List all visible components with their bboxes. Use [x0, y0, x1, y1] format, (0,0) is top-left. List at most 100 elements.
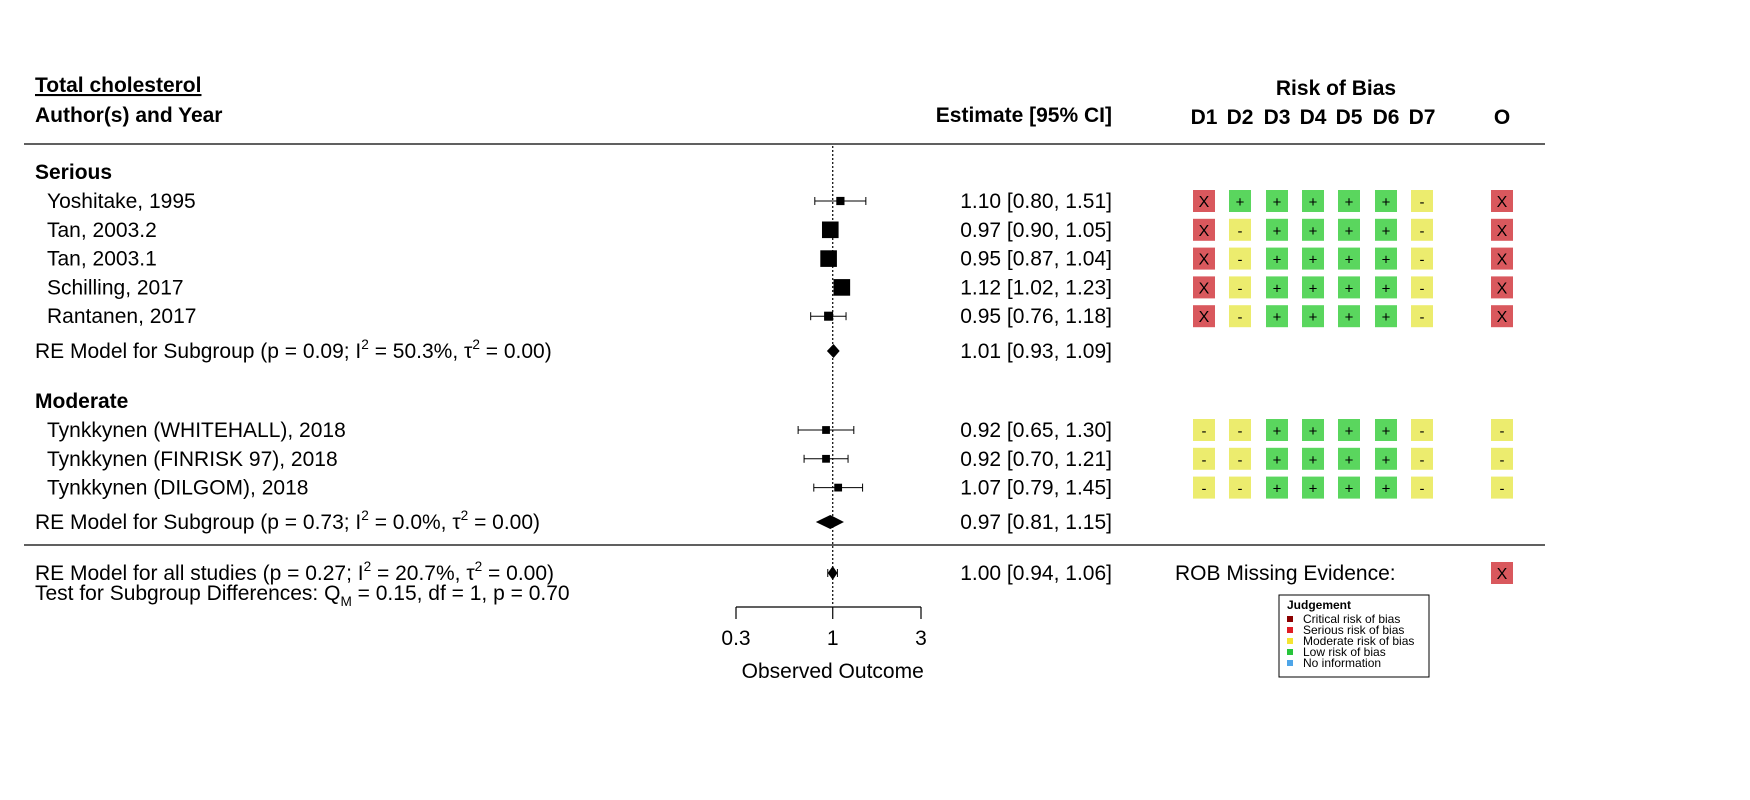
subgroup-summary-ci-text: 0.97 [0.81, 1.15] [960, 511, 1112, 534]
legend-item-label: Critical risk of bias [1303, 612, 1400, 626]
rob-missing-overall-box [1491, 562, 1513, 584]
rob-d1-box [1193, 305, 1215, 328]
rob-d1-box [1193, 276, 1215, 299]
estimate-ci-text: 0.95 [0.76, 1.18] [960, 305, 1112, 328]
rob-overall-box [1491, 276, 1513, 299]
rob-d1-symbol: X [1199, 223, 1210, 240]
point-estimate [834, 483, 843, 492]
rob-d7-box [1411, 419, 1433, 441]
rob-d7-box [1411, 476, 1433, 499]
subgroup-summary-label-part: 2 [472, 337, 480, 352]
rob-domain-header: D3 [1264, 106, 1291, 129]
rob-d6-symbol: + [1382, 309, 1391, 326]
rob-d6-box [1375, 419, 1397, 441]
rob-d2-box [1229, 447, 1251, 470]
rob-d1-symbol: - [1202, 452, 1207, 469]
subgroup-test-label-part: = 0.15, df = 1, p = 0.70 [352, 582, 570, 605]
rob-d7-symbol: - [1420, 223, 1425, 240]
subgroup-test-label-part: Test for Subgroup Differences: Q [35, 582, 340, 605]
overall-summary-label-part: 2 [364, 559, 372, 574]
rob-d5-symbol: + [1345, 280, 1354, 297]
estimate-ci-text: 1.07 [0.79, 1.45] [960, 477, 1112, 500]
estimate-ci-text: 0.95 [0.87, 1.04] [960, 248, 1112, 271]
subgroup-heading: Serious [35, 161, 112, 184]
rob-d4-box [1302, 419, 1324, 441]
rob-d7-symbol: - [1420, 481, 1425, 498]
rob-overall-symbol: - [1500, 481, 1505, 498]
study-label: Tynkkynen (DILGOM), 2018 [47, 477, 308, 500]
rob-d6-symbol: + [1382, 223, 1391, 240]
rob-domain-header: D2 [1227, 106, 1254, 129]
rob-d5-box [1338, 190, 1360, 212]
column-header-estimate: Estimate [95% CI] [936, 104, 1112, 127]
rob-missing-overall-symbol: X [1497, 566, 1508, 583]
rob-d3-box [1266, 276, 1288, 299]
rob-d2-box [1229, 247, 1251, 270]
rob-d2-box [1229, 476, 1251, 499]
rob-overall-symbol: X [1497, 309, 1508, 326]
legend-swatch [1287, 627, 1293, 633]
rob-d4-symbol: + [1309, 481, 1318, 498]
legend-swatch [1287, 649, 1293, 655]
rob-d7-box [1411, 447, 1433, 470]
rob-d3-box [1266, 447, 1288, 470]
legend-item-label: Moderate risk of bias [1303, 634, 1414, 648]
rob-d4-symbol: + [1309, 423, 1318, 440]
rob-d5-box [1338, 447, 1360, 470]
rob-d6-box [1375, 247, 1397, 270]
rob-overall-symbol: X [1497, 252, 1508, 269]
rob-d4-box [1302, 247, 1324, 270]
rob-overall-box [1491, 190, 1513, 212]
rob-overall-symbol: X [1497, 194, 1508, 211]
subgroup-summary-label-part: 2 [461, 508, 469, 523]
rob-missing-label: ROB Missing Evidence: [1175, 562, 1396, 585]
rob-d7-box [1411, 218, 1433, 241]
overall-summary-label: RE Model for all studies (p = 0.27; I2 =… [35, 559, 554, 585]
study-label: Schilling, 2017 [47, 276, 184, 299]
point-estimate [824, 311, 834, 321]
rob-d5-box [1338, 247, 1360, 270]
rob-d6-box [1375, 476, 1397, 499]
rob-d4-box [1302, 447, 1324, 470]
rob-d3-symbol: + [1273, 280, 1282, 297]
subgroup-summary-label-part: RE Model for Subgroup (p = 0.73; I [35, 511, 361, 534]
study-label: Tynkkynen (FINRISK 97), 2018 [47, 448, 338, 471]
rob-d6-symbol: + [1382, 481, 1391, 498]
chart-title: Total cholesterol [35, 74, 201, 97]
rob-overall-symbol: X [1497, 280, 1508, 297]
estimate-ci-text: 0.92 [0.70, 1.21] [960, 448, 1112, 471]
rob-d2-box [1229, 190, 1251, 212]
rob-d5-box [1338, 419, 1360, 441]
legend-box [1278, 594, 1430, 678]
point-estimate [833, 279, 851, 296]
subgroup-summary-label-part: = 0.00) [468, 511, 540, 534]
rob-d2-box [1229, 218, 1251, 241]
rob-d1-box [1193, 447, 1215, 470]
subgroup-summary-label: RE Model for Subgroup (p = 0.73; I 2 = 0.… [35, 508, 540, 534]
legend-item-label: No information [1303, 656, 1381, 670]
rob-d1-symbol: - [1202, 481, 1207, 498]
rob-d3-box [1266, 419, 1288, 441]
legend-item-label: Low risk of bias [1303, 645, 1386, 659]
overall-summary-label-part: 2 [475, 559, 483, 574]
overall-summary-label-part: RE Model for all studies (p = 0.27; I [35, 562, 364, 585]
rob-d4-symbol: + [1309, 252, 1318, 269]
overall-summary-label-part: = 20.7%, τ [371, 562, 475, 585]
rob-overall-box [1491, 476, 1513, 499]
subgroup-summary-label: RE Model for Subgroup (p = 0.09; I2 = 50… [35, 337, 552, 363]
overall-summary-ci-text: 1.00 [0.94, 1.06] [960, 562, 1112, 585]
point-estimate [820, 250, 837, 267]
rob-overall-box [1491, 218, 1513, 241]
rob-d7-symbol: - [1420, 309, 1425, 326]
study-label: Yoshitake, 1995 [47, 190, 196, 213]
estimate-ci-text: 0.92 [0.65, 1.30] [960, 419, 1112, 442]
x-axis-tick-label: 0.3 [721, 627, 750, 650]
rob-d4-symbol: + [1309, 309, 1318, 326]
subgroup-summary-label-part: 2 [361, 337, 369, 352]
rob-d7-symbol: - [1420, 423, 1425, 440]
subgroup-summary-label-part: = 50.3%, τ [369, 340, 473, 363]
rob-d5-box [1338, 476, 1360, 499]
subgroup-summary-label-part: = 0.00) [480, 340, 552, 363]
rob-d6-symbol: + [1382, 280, 1391, 297]
rob-d4-box [1302, 276, 1324, 299]
